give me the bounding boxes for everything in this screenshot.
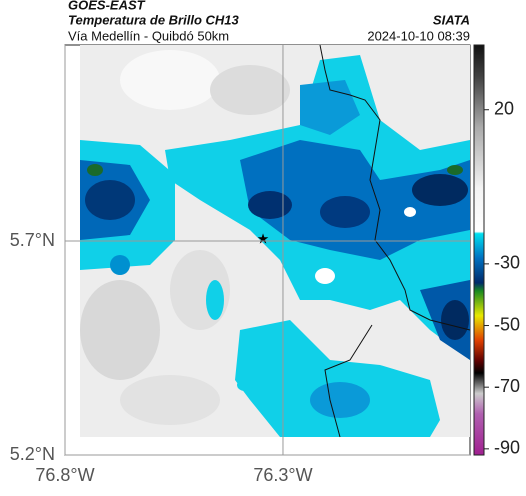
colorbar [473, 44, 485, 456]
border [324, 324, 373, 438]
x-tick-label: 76.8°W [35, 465, 94, 485]
colorbar-tick-label: -30 [494, 253, 520, 273]
y-tick-label: 5.2°N [10, 444, 55, 464]
datetime: 2024-10-10 08:39 [367, 28, 470, 43]
colorbar-tick-label: -90 [494, 438, 520, 458]
border [319, 44, 471, 331]
subtitle: Temperatura de Brillo CH13 [68, 12, 240, 27]
route: Vía Medellín - Quibdó 50km [68, 28, 229, 43]
colorbar-tick-label: 20 [494, 98, 514, 118]
x-tick-label: 76.3°W [253, 465, 312, 485]
colorbar-tick-label: -50 [494, 314, 520, 334]
colorbar-tick-label: -70 [494, 376, 520, 396]
route-marker: ★ [257, 231, 270, 247]
imagery [80, 45, 470, 437]
y-tick-label: 5.7°N [10, 230, 55, 250]
title: GOES-EAST [68, 0, 146, 12]
source: SIATA [433, 12, 470, 27]
